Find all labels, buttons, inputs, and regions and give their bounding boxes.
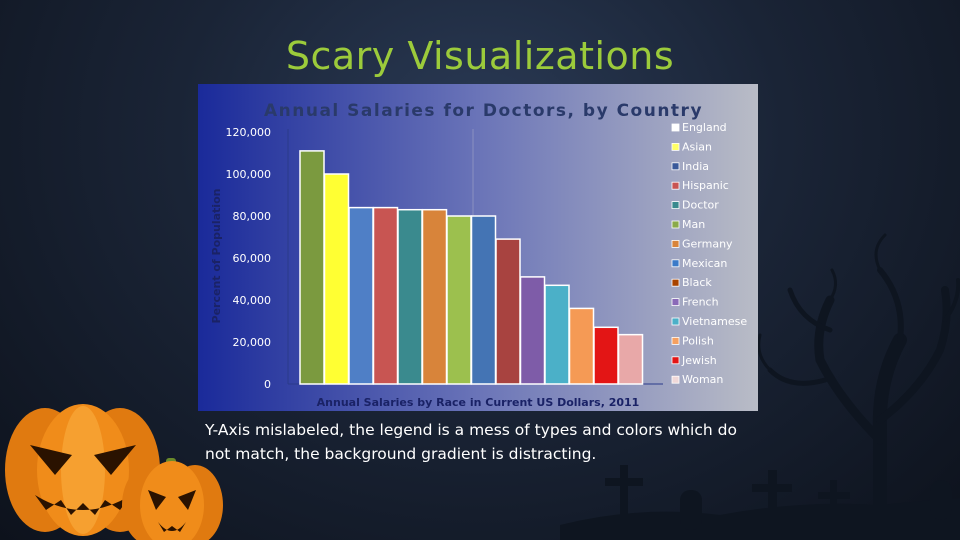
y-tick-label: 40,000 (233, 294, 272, 307)
bar-jewish (593, 326, 619, 385)
legend-label: Germany (682, 237, 733, 250)
bar-india (348, 206, 374, 385)
legend-swatch (671, 162, 680, 171)
bar-asian (323, 173, 350, 385)
y-tick-label: 100,000 (226, 168, 272, 181)
legend-swatch (671, 143, 680, 151)
bar-black (495, 238, 521, 385)
legend-label: Polish (682, 334, 714, 347)
legend-swatch (671, 278, 680, 287)
legend-label: Man (682, 218, 705, 231)
legend-label: Vietnamese (682, 315, 747, 328)
bar-mexican (470, 215, 497, 385)
legend-label: Black (682, 276, 712, 289)
legend-swatch (671, 201, 680, 209)
y-axis-label: Percent of Population (210, 189, 223, 324)
slide-title: Scary Visualizations (285, 34, 675, 78)
y-tick-label: 60,000 (233, 252, 272, 265)
bar-doctor (397, 208, 423, 385)
legend-swatch (671, 239, 680, 248)
bar-hispanic (372, 206, 399, 385)
legend-label: England (682, 121, 727, 134)
legend-swatch (671, 336, 680, 345)
y-tick-label: 0 (264, 378, 271, 391)
legend-swatch (671, 123, 680, 132)
legend-swatch (671, 375, 680, 384)
legend-label: Mexican (682, 257, 727, 270)
spooky-tree-icon (757, 233, 960, 540)
ground-silhouette (560, 498, 960, 540)
legend-label: India (682, 160, 709, 173)
legend-swatch (671, 181, 680, 190)
bar-french (519, 276, 546, 385)
bar-vietnamese (544, 284, 570, 385)
legend-swatch (671, 298, 680, 307)
bar-man (421, 208, 448, 385)
x-axis-label: Annual Salaries by Race in Current US Do… (317, 396, 640, 409)
legend-label: Jewish (681, 354, 717, 367)
gravestones-icon (605, 465, 952, 530)
bar-woman (617, 333, 644, 385)
legend-label: Woman (682, 373, 723, 386)
chart-container: Annual Salaries for Doctors, by Country … (198, 84, 758, 411)
legend-label: Hispanic (682, 179, 729, 192)
bar-england (299, 150, 325, 385)
y-tick-label: 120,000 (226, 126, 272, 139)
y-tick-label: 20,000 (233, 336, 272, 349)
bar-germany (446, 215, 472, 385)
legend-swatch (671, 317, 680, 326)
legend-label: Doctor (682, 199, 719, 212)
legend-swatch (671, 220, 680, 229)
jack-o-lantern-small-icon (122, 458, 223, 540)
slide-caption: Y-Axis mislabeled, the legend is a mess … (205, 421, 737, 463)
chart-title: Annual Salaries for Doctors, by Country (264, 101, 703, 121)
legend-swatch (671, 356, 680, 365)
y-tick-label: 80,000 (233, 210, 272, 223)
legend-swatch (671, 259, 680, 268)
bar-chart: Annual Salaries for Doctors, by Country … (198, 84, 758, 411)
legend-label: French (682, 296, 719, 309)
bar-polish (568, 307, 595, 385)
legend-label: Asian (682, 140, 712, 153)
